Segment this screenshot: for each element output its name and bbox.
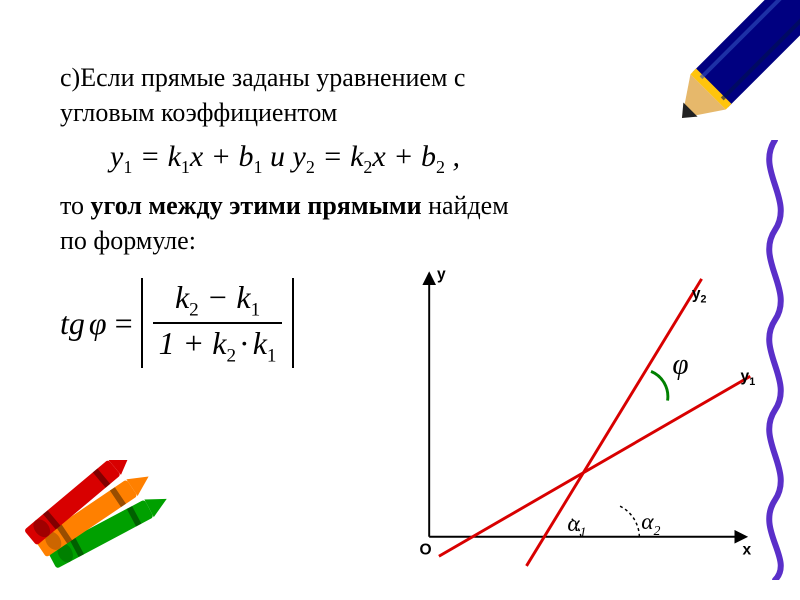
eq-and: и — [262, 140, 292, 173]
den-k2-sub: 2 — [226, 346, 236, 367]
label-phi: φ — [672, 348, 688, 380]
den-k2: k — [212, 325, 226, 361]
num-minus: − — [199, 279, 237, 315]
text-line-1: с)Если прямые заданы уравнением с — [60, 60, 620, 95]
num-k2-sub: 2 — [189, 299, 199, 320]
eq-y1-sub: 1 — [123, 157, 132, 177]
eq-y2: y — [292, 140, 305, 173]
eq-y1: y — [110, 140, 123, 173]
den-dot: · — [239, 325, 250, 361]
den-one: 1 — [159, 325, 175, 361]
eq-plus2: + — [386, 140, 421, 173]
text-line-4: по формуле: — [60, 223, 620, 258]
label-alpha2: α2 — [641, 509, 660, 538]
chart: O x y y1 y2 α1 α2 φ — [400, 260, 760, 580]
num-k1: k — [236, 279, 250, 315]
text-line-3: то угол между этими прямыми найдем — [60, 188, 620, 223]
line3-prefix: то — [60, 191, 91, 220]
eq-x1: x — [190, 140, 203, 173]
eq-k1: k — [168, 140, 181, 173]
eq-y2-sub: 2 — [306, 157, 315, 177]
formula-eq: = — [115, 305, 133, 342]
den-plus: + — [175, 325, 213, 361]
num-k1-sub: 1 — [251, 299, 261, 320]
formula-tg: tg — [60, 305, 85, 342]
label-line-y2: y2 — [692, 285, 707, 305]
eq-b1: b — [238, 140, 253, 173]
pencil-icon — [650, 0, 800, 150]
formula-numerator: k2 − k1 — [169, 280, 266, 323]
arc-alpha2 — [619, 506, 639, 537]
formula-frac: k2 − k1 1 + k2·k1 — [153, 280, 283, 367]
crayons-icon — [20, 460, 200, 580]
num-k2: k — [175, 279, 189, 315]
eq-plus1: + — [203, 140, 238, 173]
eq-eq2: = — [315, 140, 350, 173]
label-origin: O — [419, 541, 431, 558]
eq-k1-sub: 1 — [181, 157, 190, 177]
arc-phi — [651, 371, 668, 400]
eq-comma: , — [445, 140, 460, 173]
line3-bold: угол между этими прямыми — [91, 191, 422, 220]
den-k1: k — [253, 325, 267, 361]
line-y1 — [439, 376, 750, 556]
eq-k2: k — [350, 140, 363, 173]
eq-b2-sub: 2 — [436, 157, 445, 177]
eq-b2: b — [421, 140, 436, 173]
label-alpha1: α1 — [567, 511, 586, 540]
formula-phi: φ — [89, 305, 107, 342]
squiggle-icon — [750, 140, 800, 580]
formula-abs: k2 − k1 1 + k2·k1 — [141, 278, 295, 368]
label-y-axis: y — [437, 266, 446, 283]
equations: y1 = k1x + b1 и y2 = k2x + b2 , — [110, 140, 620, 178]
line3-suffix: найдем — [422, 191, 509, 220]
eq-eq1: = — [132, 140, 167, 173]
eq-x2: x — [372, 140, 385, 173]
formula-denominator: 1 + k2·k1 — [153, 322, 283, 367]
text-line-2: угловым коэффициентом — [60, 95, 620, 130]
line-y2 — [526, 279, 701, 566]
den-k1-sub: 1 — [267, 346, 277, 367]
